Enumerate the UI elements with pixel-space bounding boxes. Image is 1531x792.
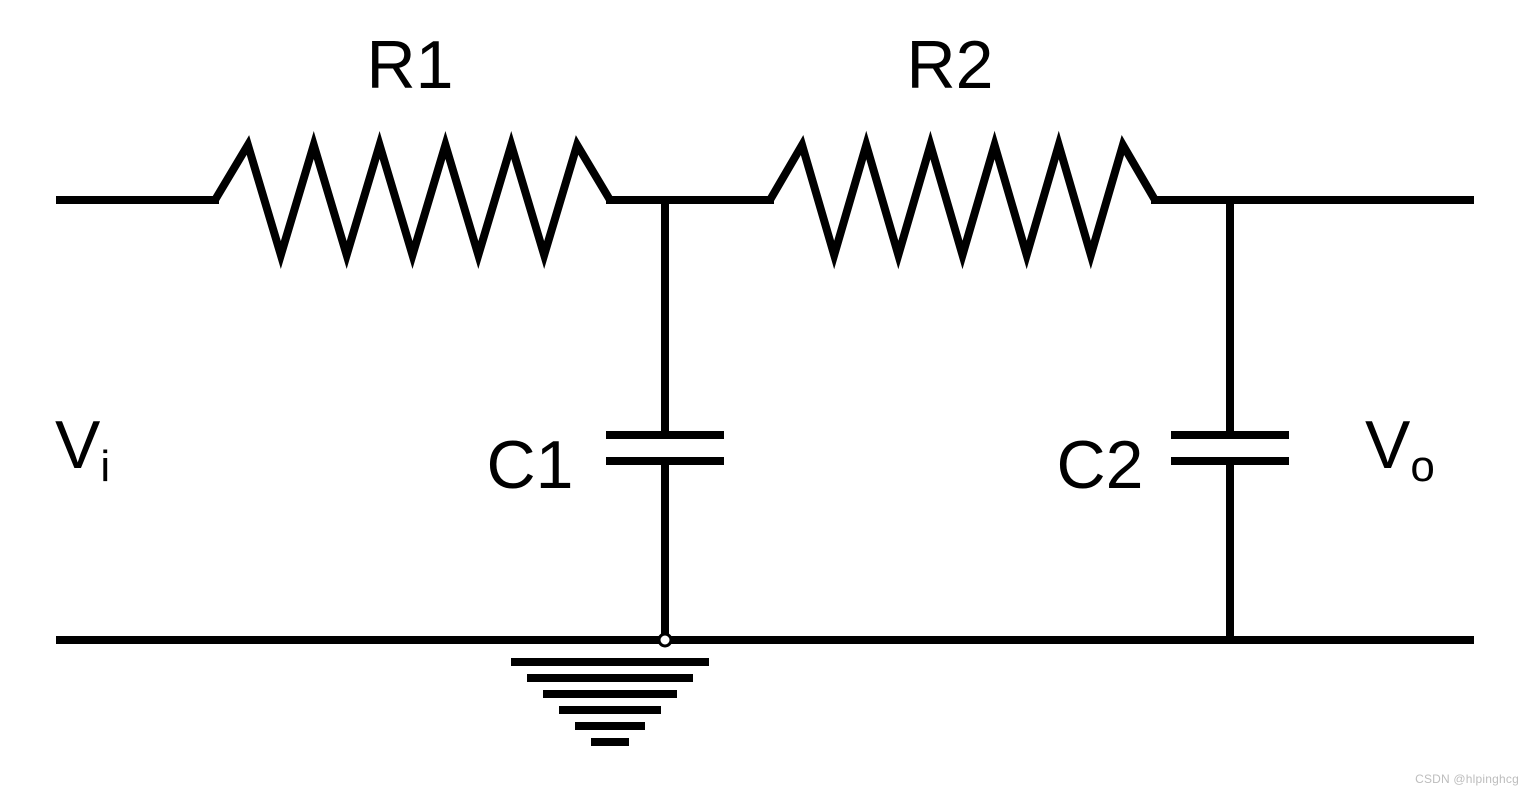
circuit-diagram: R1 R2 C1 C2 Vi Vo [0,0,1531,792]
label-c1: C1 [487,427,574,503]
watermark-text: CSDN @hlpinghcg [1415,772,1519,786]
label-r2: R2 [907,27,994,103]
label-c2: C2 [1057,427,1144,503]
label-r1: R1 [367,27,454,103]
label-vo: Vo [1365,407,1435,491]
label-vi: Vi [55,407,110,491]
node-ground-c1 [659,634,671,646]
resistor-r2 [770,145,1155,255]
resistor-r1 [215,145,610,255]
